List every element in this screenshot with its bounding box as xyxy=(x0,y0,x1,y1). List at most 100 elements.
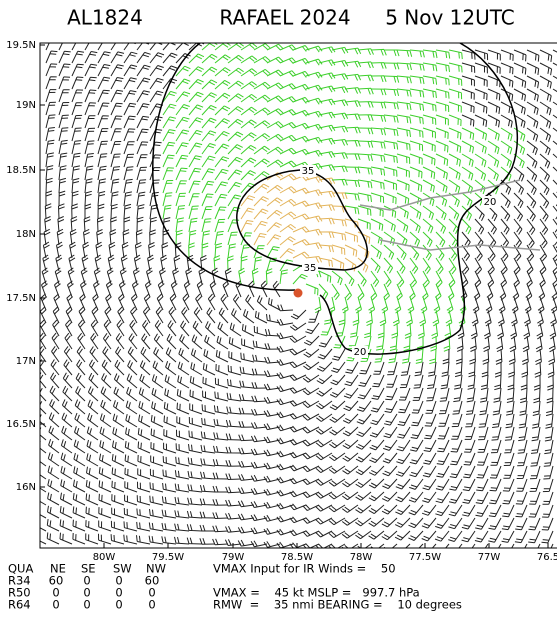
wind-barb xyxy=(51,346,60,363)
wind-barb xyxy=(48,425,60,441)
wind-barb xyxy=(395,465,411,477)
wind-barb xyxy=(136,166,147,181)
wind-barb xyxy=(474,127,487,141)
wind-barb xyxy=(175,142,189,155)
wind-barb xyxy=(446,296,454,314)
wind-barb xyxy=(383,244,395,260)
wind-barb xyxy=(394,296,402,314)
wind-barb xyxy=(461,153,474,167)
wind-barb xyxy=(142,306,151,324)
wind-barb xyxy=(123,203,132,220)
wind-barb xyxy=(188,205,199,220)
wind-barb xyxy=(470,322,478,340)
wind-barb xyxy=(492,400,502,416)
wind-barb xyxy=(71,114,83,129)
wind-barb xyxy=(226,392,242,402)
wind-barb xyxy=(542,478,554,493)
wind-barb xyxy=(342,504,359,513)
wind-barb xyxy=(238,474,255,481)
wind-barb xyxy=(276,345,294,353)
wind-barb xyxy=(176,388,190,402)
wind-barb xyxy=(403,335,411,352)
wind-barb xyxy=(435,88,450,99)
wind-barb xyxy=(162,217,171,233)
wind-barb xyxy=(136,535,151,545)
wind-barb xyxy=(379,309,387,327)
wind-barb xyxy=(279,96,297,103)
wind-barb xyxy=(370,400,385,413)
wind-barb xyxy=(213,418,229,428)
wind-barb xyxy=(46,519,60,532)
wind-barb xyxy=(383,75,400,83)
wind-barb xyxy=(127,346,138,363)
wind-barb xyxy=(488,517,502,530)
wind-barb xyxy=(75,372,86,389)
wind-barb xyxy=(500,140,513,155)
wind-barb xyxy=(422,218,434,234)
wind-barb xyxy=(188,91,204,103)
wind-barb xyxy=(227,181,242,194)
wind-barb xyxy=(461,257,470,275)
wind-barb xyxy=(524,543,528,548)
wind-barb xyxy=(381,296,389,314)
wind-barb xyxy=(409,153,423,165)
wind-barb xyxy=(539,192,550,209)
wind-barb xyxy=(420,296,428,314)
wind-barb xyxy=(251,395,268,403)
wind-barb xyxy=(124,467,138,480)
wind-barb xyxy=(123,166,134,181)
wind-barb xyxy=(143,293,151,311)
wind-barb xyxy=(209,280,217,298)
wind-barb xyxy=(396,218,409,233)
wind-barb xyxy=(150,414,164,428)
wind-barb xyxy=(58,50,71,64)
wind-barb xyxy=(461,114,475,127)
wind-barb xyxy=(370,179,385,190)
wind-barb xyxy=(343,387,359,399)
wind-barb xyxy=(264,356,281,364)
wind-barb xyxy=(188,167,202,181)
wind-barb xyxy=(148,522,164,532)
wind-barb xyxy=(201,218,212,233)
wind-barb xyxy=(253,183,270,194)
wind-barb xyxy=(331,257,345,270)
wind-barb xyxy=(344,270,355,287)
wind-barb xyxy=(45,114,56,129)
wind-barb xyxy=(137,441,151,454)
wind-barb xyxy=(448,88,463,100)
wind-barb xyxy=(175,180,187,194)
wind-barb xyxy=(395,491,411,503)
wind-barb xyxy=(214,391,229,402)
wind-barb xyxy=(187,470,203,480)
wind-barb xyxy=(425,400,437,414)
wind-barb xyxy=(84,102,96,116)
wind-barb xyxy=(74,426,86,441)
wind-barb xyxy=(461,517,476,530)
wind-barb xyxy=(448,205,460,221)
wind-barb xyxy=(227,67,244,77)
wind-barb xyxy=(409,231,421,247)
wind-barb xyxy=(58,127,69,142)
wind-barb xyxy=(544,439,554,455)
wind-barb xyxy=(305,136,323,144)
wind-barb xyxy=(203,348,216,363)
wind-barb xyxy=(138,414,151,428)
wind-barb xyxy=(75,386,86,402)
wind-barb xyxy=(507,374,515,391)
wind-barb xyxy=(474,218,485,235)
wind-barb xyxy=(533,387,541,404)
wind-barb xyxy=(342,413,359,424)
wind-barb xyxy=(76,346,86,363)
wind-barb xyxy=(111,507,125,519)
wind-barb xyxy=(69,228,77,246)
wind-barb xyxy=(229,322,242,337)
wind-barb xyxy=(416,335,424,352)
wind-barb xyxy=(329,439,346,449)
wind-barb xyxy=(500,270,508,288)
wind-barb xyxy=(383,88,400,97)
wind-barb xyxy=(449,465,463,479)
table-header: NW xyxy=(146,562,166,576)
wind-barb xyxy=(526,75,540,89)
wind-barb xyxy=(121,241,129,259)
wind-barb xyxy=(448,75,463,86)
